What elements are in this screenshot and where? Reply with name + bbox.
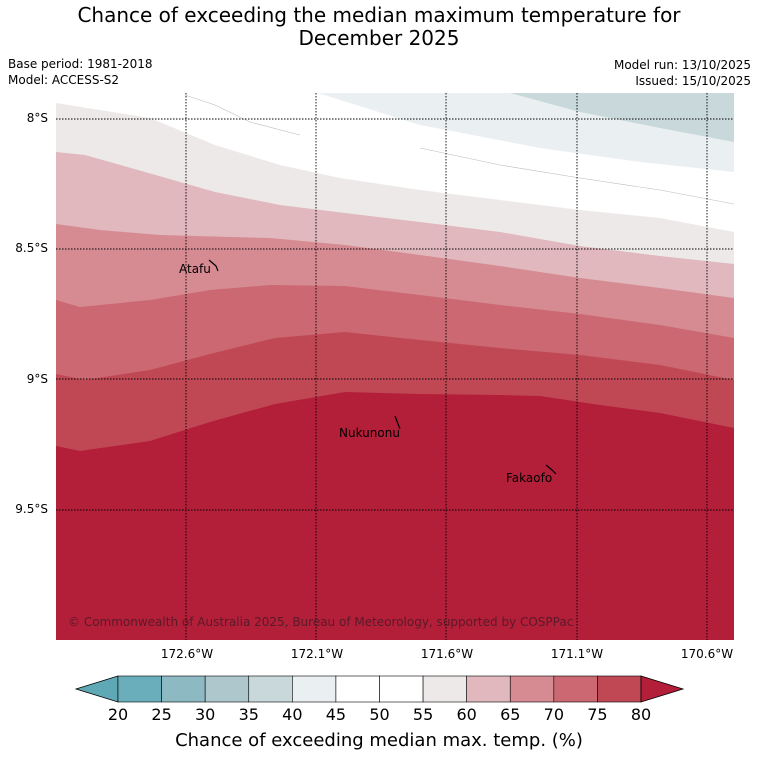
title-line-2: December 2025 — [298, 26, 460, 50]
lat-label-9s: 9°S — [26, 372, 48, 386]
place-atafu: Atafu — [179, 262, 211, 276]
issued-date: Issued: 15/10/2025 — [635, 74, 751, 88]
lat-label-9-5s: 9.5°S — [15, 502, 48, 516]
colorbar-title: Chance of exceeding median max. temp. (%… — [175, 730, 583, 751]
colorbar-segment — [466, 675, 511, 703]
colorbar-tick-label: 30 — [194, 705, 216, 724]
colorbar-tick-label: 40 — [282, 705, 303, 724]
colorbar-tick-label: 65 — [500, 705, 521, 724]
model-name: Model: ACCESS-S2 — [8, 73, 120, 87]
run-info-left: Base period: 1981-2018 Model: ACCESS-S2 — [8, 56, 153, 88]
colorbar-segment — [553, 675, 598, 703]
colorbar-segment — [248, 675, 293, 703]
colorbar-extend-high — [640, 675, 685, 703]
lon-label-170-6w: 170.6°W — [680, 647, 734, 661]
base-period: Base period: 1981-2018 — [8, 57, 153, 71]
colorbar-tick-label: 55 — [412, 705, 434, 724]
colorbar-segment — [335, 675, 380, 703]
lon-label-171-1w: 171.1°W — [550, 647, 604, 661]
probability-contours: Atafu Nukunonu Fakaofo © Commonwealth of… — [56, 93, 734, 640]
contour-above-80 — [56, 392, 734, 640]
colorbar-tick-label: 75 — [587, 705, 608, 724]
colorbar-tick-label: 60 — [456, 705, 477, 724]
nukunonu-atoll — [394, 415, 401, 430]
colorbar-segment — [117, 675, 162, 703]
colorbar-tick-label: 50 — [369, 705, 390, 724]
title-line-1: Chance of exceeding the median maximum t… — [77, 3, 681, 27]
fakaofo-atoll — [545, 464, 557, 475]
colorbar-tick-label: 35 — [238, 705, 259, 724]
lon-label-172-1w: 172.1°W — [290, 647, 344, 661]
colorbar-segment — [597, 675, 642, 703]
colorbar-segment — [379, 675, 424, 703]
colorbar-extend-low — [74, 675, 119, 703]
place-fakaofo: Fakaofo — [506, 471, 552, 485]
lon-label-171-6w: 171.6°W — [420, 647, 474, 661]
colorbar-tick-label: 80 — [630, 705, 652, 724]
colorbar-tick-label: 25 — [151, 705, 172, 724]
colorbar — [74, 675, 685, 703]
map-title: Chance of exceeding the median maximum t… — [0, 4, 758, 50]
colorbar-segment — [292, 675, 337, 703]
colorbar-segment — [161, 675, 206, 703]
atafu-atoll — [208, 259, 219, 272]
colorbar-segment — [204, 675, 250, 703]
place-nukunonu: Nukunonu — [339, 426, 400, 440]
contour-40-45 — [510, 93, 734, 142]
lon-label-172-6w: 172.6°W — [160, 647, 214, 661]
model-run: Model run: 13/10/2025 — [613, 58, 751, 72]
colorbar-segment — [422, 675, 467, 703]
colorbar-tick-label: 45 — [325, 705, 347, 724]
colorbar-segment — [509, 675, 555, 703]
run-info-right: Model run: 13/10/2025 Issued: 15/10/2025 — [614, 57, 751, 89]
lat-label-8-5s: 8.5°S — [15, 241, 48, 255]
colorbar-tick-label: 70 — [543, 705, 565, 724]
lat-label-8s: 8°S — [26, 111, 48, 125]
graticule — [56, 93, 734, 640]
colorbar-tick-label: 20 — [107, 705, 129, 724]
copyright-note: © Commonwealth of Australia 2025, Bureau… — [68, 615, 573, 629]
